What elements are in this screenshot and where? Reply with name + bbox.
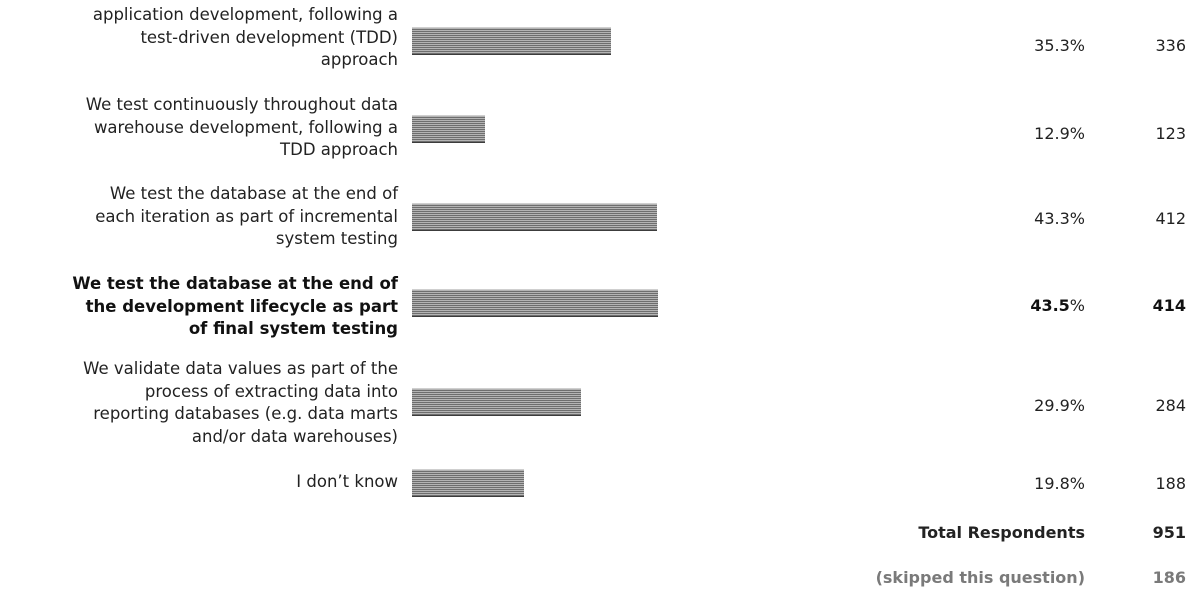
category-label-line: warehouse development, following a <box>93 117 398 137</box>
category-label-line: system testing <box>275 229 398 248</box>
category-label-line: reporting databases (e.g. data marts <box>93 404 398 423</box>
percent-label: 29.9% <box>960 395 1085 417</box>
percent-label: 19.8% <box>960 473 1085 495</box>
percent-label: 12.9% <box>960 123 1085 145</box>
percent-label: 35.3% <box>960 35 1085 57</box>
skipped-question-value: 186 <box>1152 568 1186 587</box>
percent-value: 29.9 <box>1034 396 1070 415</box>
bar <box>412 27 611 55</box>
percent-label: 43.5% <box>960 295 1085 317</box>
percent-sign: % <box>1069 396 1085 415</box>
count-label: 123 <box>1155 124 1186 143</box>
category-label-line: We test the database at the end of <box>109 184 398 203</box>
total-respondents-label: Total Respondents <box>918 523 1085 542</box>
category-label-line: We test continuously throughout data <box>85 95 398 114</box>
percent-value: 35.3 <box>1034 36 1070 55</box>
category-label-line: of final system testing <box>188 319 398 338</box>
percent-value: 12.9 <box>1034 124 1070 143</box>
category-label-line: process of extracting data into <box>144 381 398 401</box>
category-label-line: TDD approach <box>280 140 398 159</box>
count-label: 412 <box>1155 209 1186 228</box>
category-label-line: approach <box>320 50 398 69</box>
percent-sign: % <box>1069 209 1085 228</box>
category-label-line: I don’t know <box>296 472 398 491</box>
category-label: We test the database at the end of each i… <box>0 183 398 251</box>
category-label: We test continuously throughout data ware… <box>0 94 398 162</box>
category-label-line: test-driven development (TDD) <box>140 27 398 47</box>
count-label: 188 <box>1155 474 1186 493</box>
percent-sign: % <box>1069 36 1085 55</box>
category-label: We test the database at the end of the de… <box>0 273 398 341</box>
count-label: 336 <box>1155 36 1186 55</box>
percent-value: 43.5 <box>1030 296 1070 315</box>
bar <box>412 469 524 497</box>
bar <box>412 388 581 416</box>
bar <box>412 289 658 317</box>
category-label-line: We validate data values as part of the <box>83 359 398 378</box>
category-label-line: each iteration as part of incremental <box>95 206 398 226</box>
percent-value: 19.8 <box>1034 474 1070 493</box>
category-label: We validate data values as part of the pr… <box>0 358 398 448</box>
percent-sign: % <box>1069 296 1085 315</box>
category-label-line: and/or data warehouses) <box>191 426 398 446</box>
category-label-line: application development, following a <box>92 5 398 24</box>
category-label-line: the development lifecycle as part <box>85 296 398 316</box>
category-label: I don’t know <box>0 471 398 494</box>
bar <box>412 115 485 143</box>
total-respondents-value: 951 <box>1152 523 1186 542</box>
percent-sign: % <box>1069 124 1085 143</box>
percent-sign: % <box>1069 474 1085 493</box>
skipped-question-label: (skipped this question) <box>875 568 1085 587</box>
category-label-line: We test the database at the end of <box>72 274 398 293</box>
percent-label: 43.3% <box>960 208 1085 230</box>
bar <box>412 203 657 231</box>
count-label: 284 <box>1155 396 1186 415</box>
category-label: application development, following a test… <box>0 4 398 72</box>
percent-value: 43.3 <box>1034 209 1070 228</box>
count-label: 414 <box>1152 296 1186 315</box>
